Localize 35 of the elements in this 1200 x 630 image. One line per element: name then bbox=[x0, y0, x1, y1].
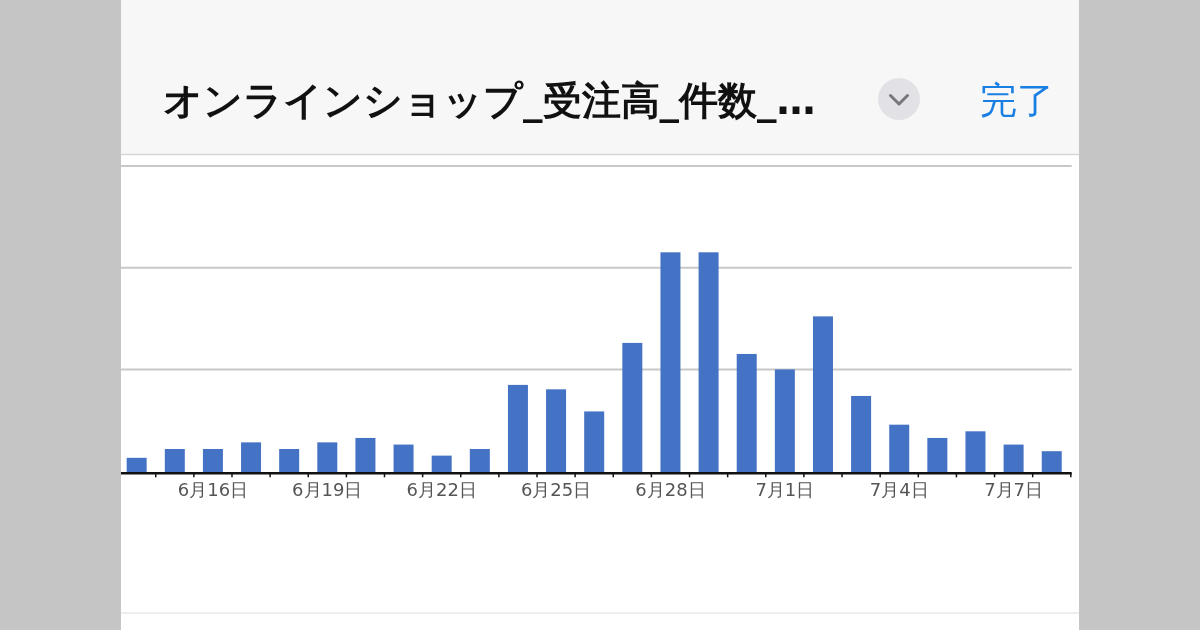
bar bbox=[317, 442, 338, 474]
bar bbox=[279, 448, 300, 474]
x-tick-label: 6月19日 bbox=[292, 479, 363, 500]
bar bbox=[507, 384, 528, 474]
bar bbox=[584, 411, 605, 474]
bar bbox=[202, 448, 223, 474]
text: 完了 bbox=[980, 79, 1054, 122]
bar bbox=[469, 448, 490, 474]
bar bbox=[698, 252, 719, 474]
bar bbox=[164, 448, 185, 474]
x-tick-label: 7月4日 bbox=[869, 479, 929, 500]
bar bbox=[927, 437, 948, 474]
bar bbox=[431, 455, 452, 474]
bar bbox=[1041, 451, 1062, 474]
x-tick-label: 6月28日 bbox=[635, 479, 706, 500]
chart-title: オンラインショップ_受注高_件数_… bbox=[163, 78, 816, 123]
bar bbox=[774, 369, 795, 474]
x-tick-label: 6月16日 bbox=[177, 479, 249, 500]
x-tick-label: 7月7日 bbox=[984, 479, 1044, 500]
bar bbox=[851, 395, 872, 474]
bar bbox=[660, 252, 681, 474]
bar bbox=[546, 389, 567, 474]
bar bbox=[241, 442, 262, 474]
x-tick-label: 6月22日 bbox=[406, 479, 477, 500]
bar bbox=[812, 316, 833, 474]
bar bbox=[622, 342, 643, 474]
bar bbox=[965, 431, 986, 474]
x-tick-label: 7月1日 bbox=[755, 479, 815, 500]
bar bbox=[1003, 444, 1024, 474]
bar bbox=[355, 437, 376, 474]
x-tick-label: 6月25日 bbox=[520, 479, 592, 500]
bar bbox=[889, 424, 910, 474]
bar bbox=[736, 353, 757, 474]
bar bbox=[126, 457, 147, 474]
bar bbox=[393, 444, 414, 474]
